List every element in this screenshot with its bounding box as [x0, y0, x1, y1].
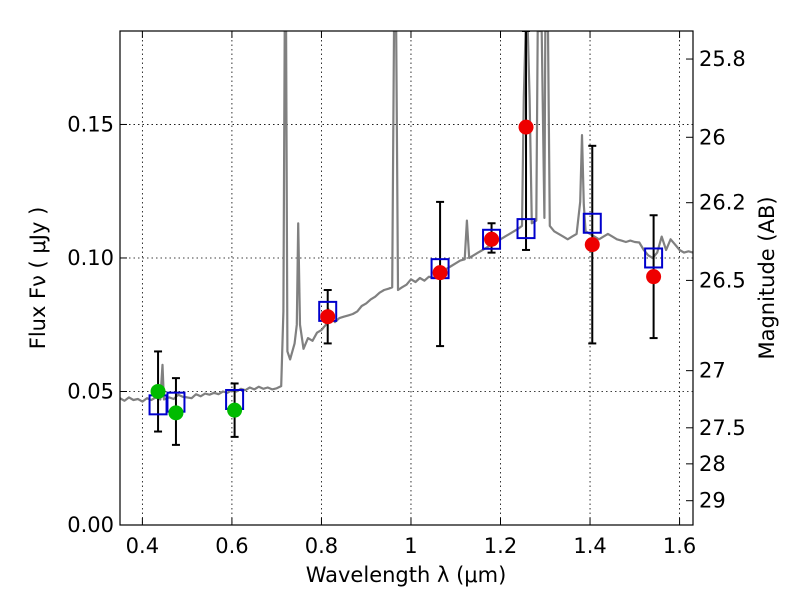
x-tick-label: 1	[404, 534, 417, 558]
photometry-circle-point	[584, 237, 600, 253]
x-tick-label: 0.4	[126, 534, 159, 558]
model-square-point	[582, 212, 602, 234]
right-tick-label: 25.8	[699, 47, 746, 71]
y-tick-label: 0.05	[67, 379, 114, 403]
marks-layer	[148, 31, 664, 446]
right-tick-label: 26.5	[699, 268, 746, 292]
y-tick-label: 0.10	[67, 246, 114, 270]
y-tick-label: 0.15	[67, 112, 114, 136]
photometry-circle-point	[150, 383, 166, 399]
right-tick-label: 27.5	[699, 416, 746, 440]
spectrum-line	[120, 31, 693, 403]
photometry-circle-point	[518, 119, 534, 135]
photometry-circle-point	[227, 402, 243, 418]
photometry-circle-point	[646, 269, 662, 285]
right-tick-label: 26.2	[699, 191, 746, 215]
plot-frame	[119, 30, 694, 526]
x-tick-label: 1.2	[484, 534, 517, 558]
x-tick-label: 0.8	[305, 534, 338, 558]
photometry-circle-point	[168, 405, 184, 421]
x-tick-label: 0.6	[215, 534, 248, 558]
photometry-circle-point	[432, 265, 448, 281]
model-square-point	[516, 218, 536, 240]
ticks: 0.4 0.6 0.8 1 1.2 1.4 1.6 0.00 0.05 0.10 0.15 25.8 2…	[67, 31, 746, 558]
x-tick-label: 1.4	[573, 534, 606, 558]
photometry-circle-point	[320, 309, 336, 325]
x-axis-label: Wavelength λ (μm)	[306, 563, 507, 587]
grid	[120, 31, 693, 525]
right-axis-label: Magnitude (AB)	[755, 196, 779, 359]
model-square-point	[482, 228, 502, 250]
spectrum-layer	[120, 31, 693, 403]
right-tick-label: 26	[699, 125, 726, 149]
photometry-circle-point	[484, 231, 500, 247]
right-tick-label: 27	[699, 359, 726, 383]
x-tick-label: 1.6	[663, 534, 696, 558]
right-tick-label: 28	[699, 452, 726, 476]
y-tick-label: 0.00	[67, 513, 114, 537]
model-square-point	[644, 247, 664, 269]
y-axis-label: Flux Fν ( μJy )	[26, 207, 50, 350]
right-tick-label: 29	[699, 489, 726, 513]
